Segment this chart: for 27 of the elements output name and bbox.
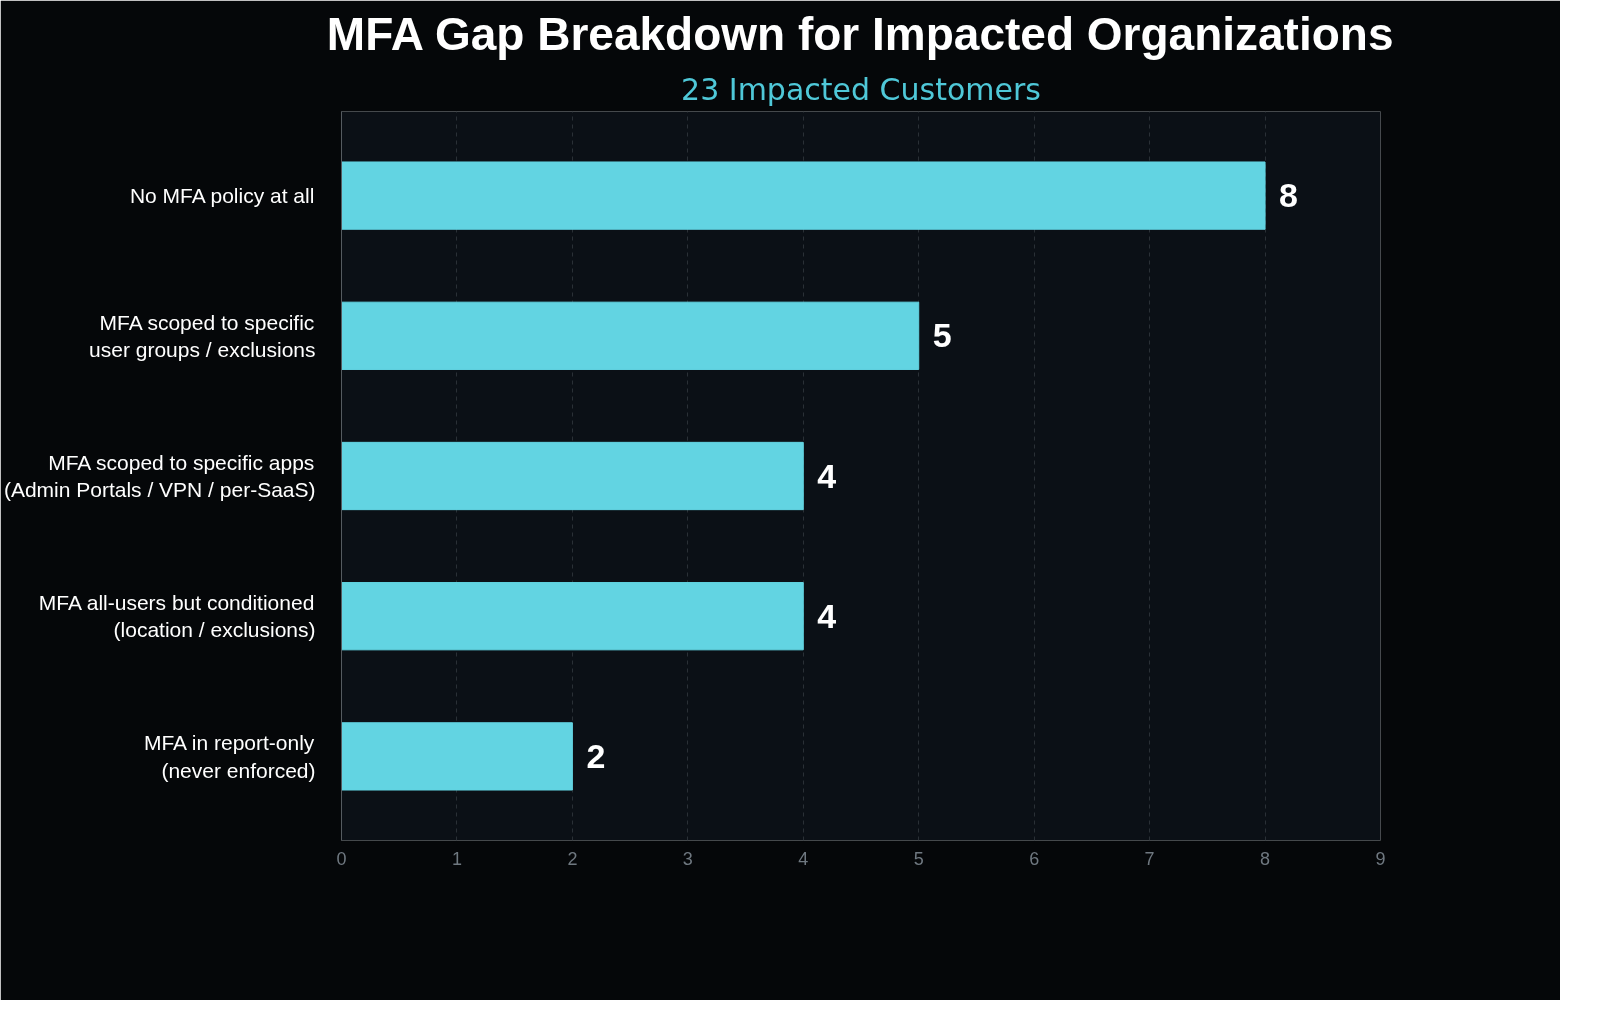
data-label: 2: [586, 736, 606, 775]
x-tick-label: 1: [451, 848, 462, 869]
chart-title: MFA Gap Breakdown for Impacted Organizations: [326, 7, 1394, 60]
bar: [341, 582, 804, 651]
y-tick-label: No MFA policy at all: [129, 184, 315, 208]
data-label: 4: [817, 456, 837, 495]
bar: [341, 161, 1266, 230]
bar: [341, 301, 920, 370]
y-tick-label: MFA all-users but conditioned (location / exclusions): [38, 590, 316, 642]
x-tick-label: 2: [567, 848, 578, 869]
data-label: 4: [817, 596, 837, 635]
x-tick-label: 0: [336, 848, 347, 869]
data-label: 8: [1279, 176, 1298, 215]
bar: [341, 441, 804, 511]
bar: [341, 722, 573, 791]
x-tick-label: 3: [682, 848, 693, 869]
y-tick-label: MFA scoped to specific user groups / exclusions: [89, 310, 316, 362]
x-tick-label: 4: [798, 848, 809, 869]
y-tick-label: MFA in report-only (never enforced): [143, 731, 316, 782]
y-tick-label: MFA scoped to specific apps (Admin Portals / VPN / per-SaaS): [3, 450, 316, 502]
x-tick-label: 7: [1144, 848, 1155, 869]
x-tick-label: 9: [1375, 848, 1386, 869]
x-tick-label: 5: [913, 848, 924, 869]
data-label: 5: [932, 316, 952, 355]
x-tick-label: 8: [1260, 848, 1271, 869]
x-tick-label: 6: [1029, 848, 1040, 869]
chart-subtitle: 23 Impacted Customers: [681, 71, 1041, 107]
